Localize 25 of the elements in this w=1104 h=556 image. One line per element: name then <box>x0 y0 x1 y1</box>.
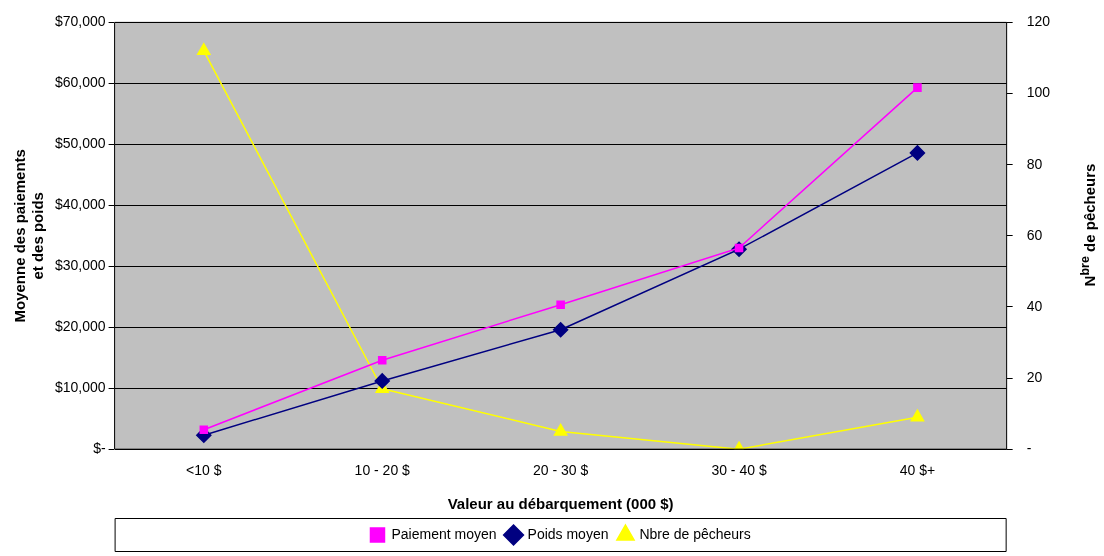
y2-tick-label: 100 <box>1026 84 1051 101</box>
y2-tick-label: 120 <box>1026 13 1051 30</box>
y-tick-label: $40,000 <box>55 196 106 213</box>
x-tick-label: 40 $+ <box>899 462 936 479</box>
x-axis-title: Valeur au débarquement (000 $) <box>447 495 674 513</box>
y-tick-label: $30,000 <box>55 257 106 274</box>
y-tick-label: $70,000 <box>55 13 106 30</box>
x-tick-label: 30 - 40 $ <box>711 462 767 479</box>
y-tick-label: $10,000 <box>55 379 106 396</box>
y2-tick-label: 40 <box>1026 297 1043 314</box>
y-axis-title: Moyenne des paiements et des poids <box>11 149 47 323</box>
y2-tick-label: 60 <box>1026 226 1043 243</box>
y-tick-label: $60,000 <box>55 74 106 91</box>
y-tick-label: $20,000 <box>55 318 106 335</box>
y-tick-label: $- <box>93 440 106 457</box>
y-tick-label: $50,000 <box>55 135 106 152</box>
y2-tick-label: - <box>1026 440 1032 457</box>
x-tick-label: 20 - 30 $ <box>532 462 589 479</box>
y2-tick-label: 80 <box>1026 155 1043 172</box>
legend-label: Poids moyen <box>527 525 609 542</box>
x-tick-label: <10 $ <box>186 462 222 479</box>
legend-label: Nbre de pêcheurs <box>639 525 751 542</box>
legend-label: Paiement moyen <box>391 525 497 542</box>
x-tick-label: 10 - 20 $ <box>354 462 411 479</box>
y2-tick-label: 20 <box>1026 368 1043 385</box>
